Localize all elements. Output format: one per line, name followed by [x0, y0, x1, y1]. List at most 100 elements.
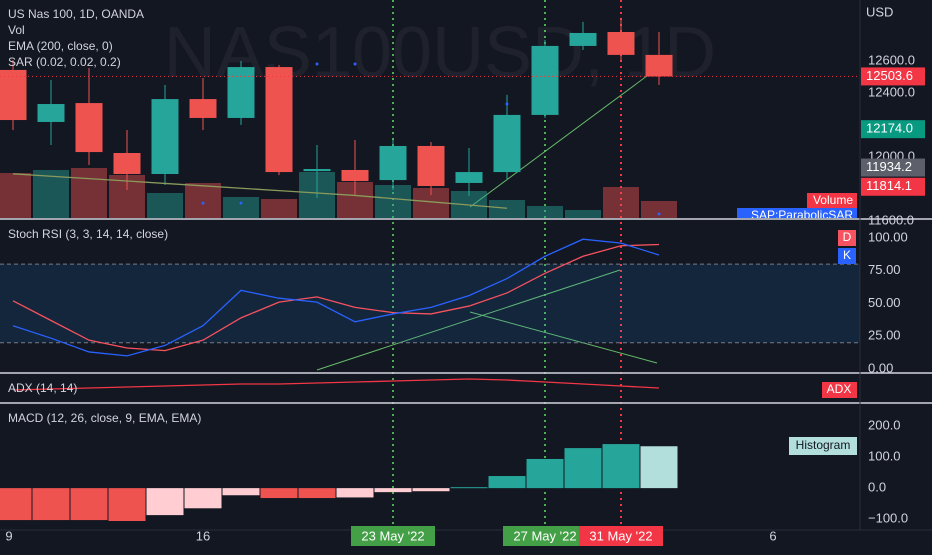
sar-dot — [505, 102, 509, 106]
candle-body — [493, 114, 521, 173]
volume-bar — [641, 201, 677, 218]
volume-bar — [375, 185, 411, 218]
candle-body — [265, 67, 293, 173]
stoch-line — [12, 243, 660, 352]
histogram-bar — [526, 458, 564, 489]
volume-bar — [71, 168, 107, 218]
histogram-bar — [564, 448, 602, 489]
legend-box — [838, 230, 856, 246]
candle-body — [341, 169, 369, 182]
price-label-box — [861, 177, 925, 196]
legend-label: Histogram — [796, 438, 851, 452]
stoch-line — [12, 238, 660, 357]
y-tick-label: 0.00 — [868, 360, 893, 375]
volume-bar — [223, 197, 259, 218]
candle-body — [531, 45, 559, 115]
volume-bar — [527, 206, 563, 218]
legend-box — [838, 248, 856, 264]
time-label-box — [503, 526, 587, 546]
sar-dot — [657, 212, 661, 216]
volume-bar — [261, 199, 297, 218]
legend-box — [789, 437, 857, 455]
candle-body — [607, 32, 635, 55]
tag: Volume — [807, 193, 857, 209]
y-tick-label: 11600.0 — [868, 212, 914, 227]
time-label-box — [351, 526, 435, 546]
candle-body — [0, 69, 27, 121]
volume-bar — [0, 173, 31, 218]
price-label: 12503.6 — [866, 68, 913, 83]
volume-bar — [603, 187, 639, 218]
tag-box — [807, 193, 857, 209]
x-tick-label: 23 May '22 — [361, 528, 424, 543]
histogram-bar — [374, 488, 412, 493]
legend-entry: EMA (200, close, 0) — [8, 39, 113, 53]
histogram-bar — [336, 488, 374, 498]
volume-bar — [565, 210, 601, 218]
price-label-box — [861, 158, 925, 177]
legend-entry: SAR (0.02, 0.02, 0.2) — [8, 55, 121, 69]
histogram-bar — [640, 446, 678, 489]
volume-bar — [185, 183, 221, 218]
y-tick-label: 75.00 — [868, 262, 901, 277]
x-tick-label: 27 May '22 — [513, 528, 576, 543]
adx-line — [12, 378, 660, 391]
histogram-bar — [412, 488, 450, 492]
x-tick-label: 31 May '22 — [589, 528, 652, 543]
histogram-bar — [146, 488, 184, 516]
price-label: 11814.1 — [866, 178, 912, 193]
price-pane: NAS100USD, 1D — [0, 13, 716, 218]
band — [0, 264, 860, 343]
candle-body — [379, 145, 407, 181]
pane-title: Stoch RSI (3, 3, 14, 14, close) — [8, 227, 168, 241]
price-label: 11934.2 — [866, 159, 912, 174]
legend-label: K — [843, 248, 851, 262]
x-tick-label: 6 — [769, 528, 776, 543]
y-tick-label: 12400.0 — [868, 84, 915, 99]
x-tick-label: 16 — [196, 528, 210, 543]
candle-body — [417, 145, 445, 186]
tag: SAP:ParabolicSAR — [737, 208, 857, 222]
histogram-bar — [222, 488, 260, 496]
histogram-bar — [602, 444, 640, 489]
y-tick-label: 50.00 — [868, 295, 901, 310]
legend-label: D — [843, 230, 852, 244]
pane-title: ADX (14, 14) — [8, 381, 77, 395]
legend-label: ADX — [827, 382, 852, 396]
trend-line — [316, 269, 621, 371]
y-tick-label: 25.00 — [868, 328, 901, 343]
time-label-box — [579, 526, 663, 546]
y-tick-label: 100.00 — [868, 229, 908, 244]
histogram-bar — [70, 488, 108, 521]
x-tick-label: 9 — [5, 528, 12, 543]
histogram-bar — [32, 488, 70, 521]
candle-body — [37, 104, 65, 122]
sar-dot — [353, 62, 357, 66]
candle-body — [227, 67, 255, 118]
candle-body — [645, 54, 673, 77]
tag-label: Volume — [813, 193, 853, 207]
pane-title: MACD (12, 26, close, 9, EMA, EMA) — [8, 411, 201, 425]
candle-body — [113, 153, 141, 174]
histogram-bar — [260, 488, 298, 499]
y-tick-label: 100.0 — [868, 449, 901, 464]
sar-dot — [239, 201, 243, 205]
candle-body — [189, 99, 217, 118]
chart-title: US Nas 100, 1D, OANDA — [8, 7, 144, 21]
candle-body — [303, 169, 331, 172]
price-label: 12174.0 — [866, 121, 913, 136]
y-tick-label: 12600.0 — [868, 52, 915, 67]
trend-line — [469, 69, 656, 208]
y-tick-label: −100.0 — [868, 511, 908, 526]
currency: USD — [866, 4, 893, 19]
y-tick-label: 200.0 — [868, 418, 901, 433]
legend-box — [822, 382, 857, 398]
histogram-bar — [184, 488, 222, 509]
trend-line — [469, 311, 658, 364]
candle-body — [75, 103, 103, 153]
volume-bar — [147, 193, 183, 218]
sar-dot — [201, 201, 205, 205]
ema-line — [12, 173, 508, 209]
tag-label: SAP:ParabolicSAR — [751, 208, 853, 222]
